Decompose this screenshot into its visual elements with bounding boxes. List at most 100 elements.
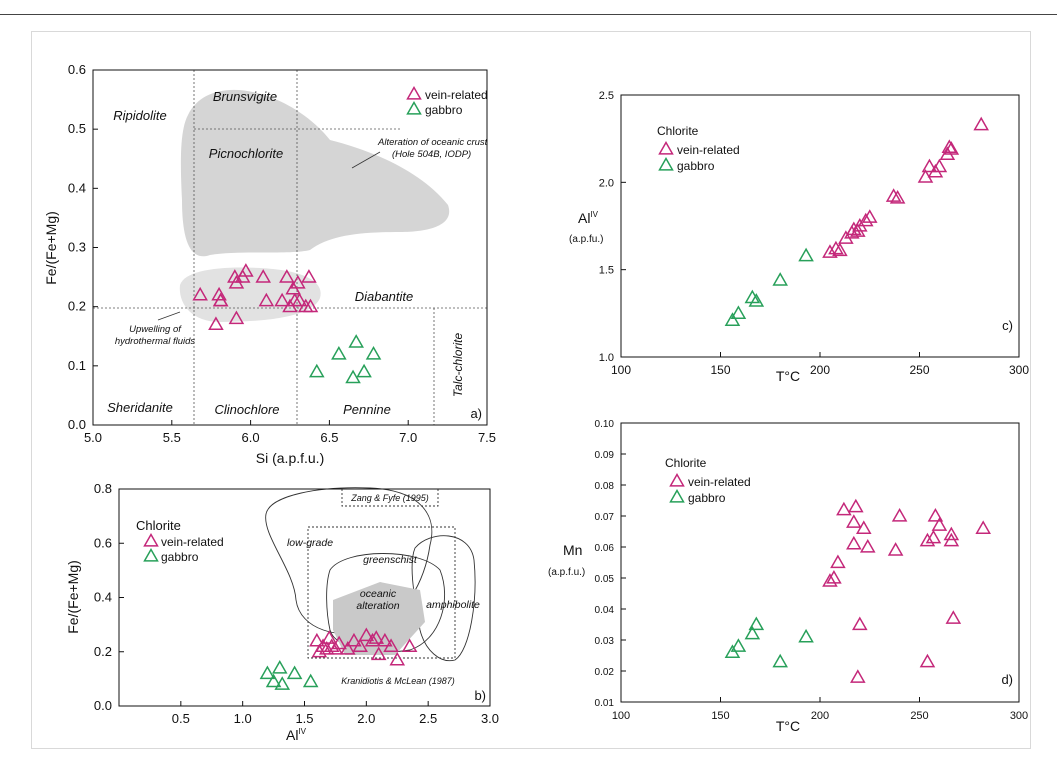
vein-related-point [846, 535, 862, 550]
vein-related-point [850, 669, 866, 683]
x-tick-label: 3.0 [481, 711, 499, 726]
vein-legend-triangle [658, 140, 674, 155]
y-tick-label: 0.10 [595, 419, 615, 430]
field-label-diabantite: Diabantite [355, 289, 414, 304]
gabbro-point [772, 272, 788, 286]
legend-label-vein: vein-related [161, 535, 224, 549]
gabbro-point [365, 345, 382, 360]
legend-a: vein-related gabbro [406, 85, 488, 117]
gabbro-point [259, 665, 276, 680]
vein-related-point [830, 554, 846, 569]
legend-title-c: Chlorite [657, 124, 699, 138]
x-tick-label: 6.5 [320, 430, 338, 445]
vein-related-point [857, 212, 874, 227]
legend-label-vein: vein-related [688, 475, 751, 489]
annotation-upwelling-2: hydrothermal fluids [115, 336, 196, 347]
field-label-greenschist: greenschist [363, 554, 418, 566]
legend-c: Chlorite vein-related gabbro [657, 124, 740, 173]
vein-related-point [943, 141, 960, 155]
vein-related-point [973, 116, 989, 131]
vein-related-point [208, 316, 224, 331]
vein-related-point [927, 507, 944, 522]
field-label-pennine: Pennine [343, 402, 391, 417]
field-label-zang-fyfe: Zang & Fyfe (1995) [350, 493, 429, 503]
vein-legend-triangle [406, 85, 422, 100]
annotation-crust-2: (Hole 504B, IODP) [392, 149, 471, 160]
field-label-amphibolite: amphibolite [426, 599, 480, 611]
vein-related-point [315, 638, 331, 652]
vein-related-point [826, 569, 842, 584]
y-tick-label: 0.08 [595, 481, 615, 492]
x-axis-label-b-main: Al [286, 727, 298, 743]
legend-marker-gabbro [658, 156, 674, 171]
vein-related-point [848, 498, 864, 513]
y-axis-label-b: Fe/(Fe+Mg) [65, 560, 81, 634]
vein-related-point [383, 638, 399, 652]
vein-related-point [931, 517, 948, 531]
legend-marker-vein [406, 85, 422, 100]
vein-related-point [975, 520, 991, 535]
vein-related-point [921, 158, 938, 173]
vein-related-point [887, 542, 904, 556]
vein-related-point [368, 630, 385, 644]
points-a [192, 263, 382, 384]
legend-label-gabbro: gabbro [425, 103, 463, 117]
y-tick-label: 0.3 [68, 240, 86, 255]
vein-related-point [941, 139, 958, 154]
vein-related-point [885, 188, 902, 202]
field-label-kranidiotis: Kranidiotis & McLean (1987) [341, 676, 455, 686]
y-tick-label: 0.1 [68, 358, 86, 373]
vein-related-point [832, 242, 848, 257]
panel-d: 100 150 200 250 300 0.01 0.02 0.03 0.04 0.05 0.06 0… [548, 419, 1028, 734]
x-axis-label-b-sup: IV [298, 727, 306, 736]
gabbro-point [345, 369, 361, 384]
vein-related-point [891, 507, 908, 522]
vein-related-point [389, 651, 406, 666]
panel-label-d: d) [1001, 672, 1013, 687]
y-axis-label-c: AlIV [578, 210, 599, 226]
vein-related-point [192, 286, 208, 301]
legend-marker-gabbro [669, 488, 685, 503]
x-tick-label: 200 [810, 363, 830, 377]
y-tick-label: 0.6 [94, 535, 112, 550]
vein-related-point [919, 532, 936, 547]
legend-b: Chlorite vein-related gabbro [136, 518, 224, 564]
y-tick-label: 0.02 [595, 667, 615, 678]
y-axis-label-d: Mn [563, 542, 582, 558]
gabbro-point [348, 334, 364, 348]
x-tick-label: 5.0 [84, 430, 102, 445]
vein-related-point [211, 286, 227, 301]
x-tick-label: 150 [710, 363, 730, 377]
vein-related-point [352, 638, 368, 652]
vein-related-point [846, 221, 862, 236]
gabbro-point [274, 676, 291, 690]
vein-related-point [228, 310, 245, 325]
gabbro-legend-triangle [669, 488, 685, 503]
gabbro-point [772, 653, 788, 668]
x-axis-label-a: Si (a.p.f.u.) [256, 450, 324, 466]
x-axis-label-b: AlIV [286, 727, 307, 743]
vein-related-point [855, 520, 872, 535]
vein-related-point [822, 573, 838, 587]
gabbro-legend-triangle [143, 547, 159, 562]
gabbro-point [724, 312, 741, 326]
y-tick-label: 0.4 [68, 180, 86, 195]
x-tick-label: 100 [612, 710, 630, 722]
y-tick-label: 0.4 [94, 590, 112, 605]
y-tick-label: 0.2 [68, 299, 86, 314]
y-tick-label: 0.09 [595, 450, 615, 461]
legend-label-gabbro: gabbro [161, 550, 199, 564]
y-tick-label: 0.04 [595, 605, 615, 616]
vein-related-point [861, 209, 878, 223]
x-tick-label: 7.0 [399, 430, 417, 445]
vein-related-point [925, 529, 942, 544]
axis-ticks-b: 0.5 1.0 1.5 2.0 2.5 3.0 0.0 0.2 0.4 0.6 0.8 [94, 481, 499, 726]
field-label-picnochlorite: Picnochlorite [209, 146, 283, 161]
vein-related-point [889, 190, 906, 204]
legend-title-b: Chlorite [136, 518, 181, 533]
y-tick-label: 0.2 [94, 644, 112, 659]
x-tick-label: 7.5 [478, 430, 496, 445]
field-label-ripidolite: Ripidolite [113, 108, 166, 123]
vein-related-point [291, 292, 308, 307]
